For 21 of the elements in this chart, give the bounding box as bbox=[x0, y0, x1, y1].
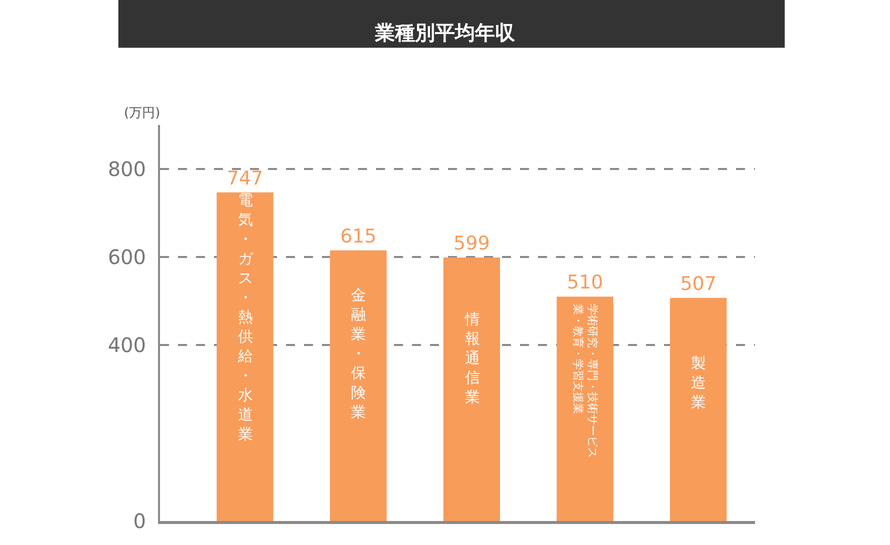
x-tick-label: 製造業 bbox=[691, 354, 706, 411]
x-tick-label: 情報通信業 bbox=[464, 310, 480, 406]
data-label: 599 bbox=[454, 232, 490, 254]
bar bbox=[330, 250, 387, 521]
y-axis-title: (万円) bbox=[124, 106, 160, 121]
y-tick-label: 0 bbox=[133, 509, 146, 533]
data-label: 507 bbox=[680, 272, 716, 295]
y-tick-label: 400 bbox=[108, 333, 146, 357]
bar bbox=[216, 192, 274, 521]
data-label: 615 bbox=[340, 225, 376, 248]
data-label: 747 bbox=[226, 167, 264, 190]
data-label: 510 bbox=[566, 272, 604, 294]
x-tick-label: 金融業・保険業 bbox=[351, 286, 366, 421]
x-tick-label: 学術研究・専門・技術サービス業・教育・学習支援業 bbox=[572, 304, 599, 458]
category-label: 電気・ガス・熱供給・水道業 bbox=[238, 191, 253, 443]
bar bbox=[443, 257, 500, 521]
y-tick-label: 800 bbox=[108, 157, 146, 181]
bar bbox=[670, 298, 727, 521]
chart-title: 業種別平均年収 bbox=[374, 20, 516, 45]
y-tick-label: 600 bbox=[108, 245, 146, 269]
bar bbox=[556, 296, 614, 521]
